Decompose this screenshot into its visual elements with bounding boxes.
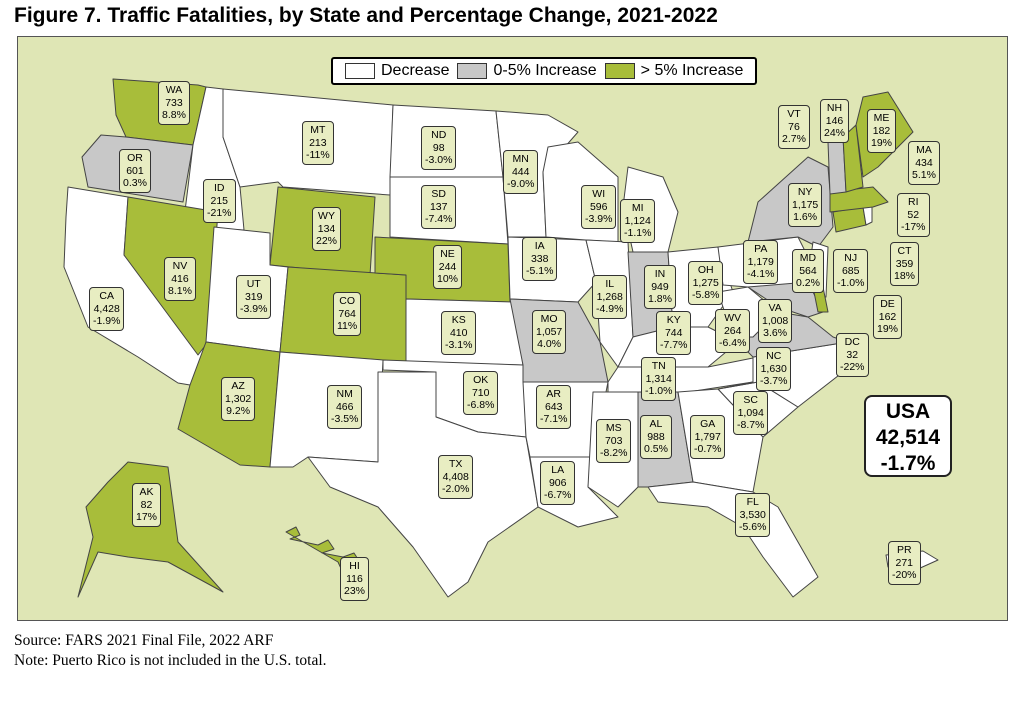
state-label-ma: MA 434 5.1% xyxy=(908,141,940,185)
state-label-ms: MS 703 -8.2% xyxy=(596,419,632,463)
legend-item-decrease: Decrease xyxy=(341,62,449,80)
state-label-ca: CA 4,428 -1.9% xyxy=(89,287,125,331)
legend-label-decrease: Decrease xyxy=(381,62,450,79)
state-label-ak: AK 82 17% xyxy=(132,483,162,527)
state-label-ky: KY 744 -7.7% xyxy=(656,311,692,355)
state-label-me: ME 182 19% xyxy=(867,109,897,153)
state-shape-fl xyxy=(647,481,819,598)
state-label-hi: HI 116 23% xyxy=(340,557,370,601)
decrease-swatch xyxy=(345,63,375,79)
legend-label-small-increase: 0-5% Increase xyxy=(493,62,597,79)
state-label-nh: NH 146 24% xyxy=(820,99,850,143)
state-label-md: MD 564 0.2% xyxy=(792,249,824,293)
state-label-fl: FL 3,530 -5.6% xyxy=(735,493,771,537)
state-label-de: DE 162 19% xyxy=(873,295,903,339)
state-label-nd: ND 98 -3.0% xyxy=(421,126,457,170)
state-label-or: OR 601 0.3% xyxy=(119,149,151,193)
usa-total-change: -1.7% xyxy=(880,452,936,475)
state-label-tn: TN 1,314 -1.0% xyxy=(641,357,677,401)
state-label-tx: TX 4,408 -2.0% xyxy=(438,455,474,499)
state-label-az: AZ 1,302 9.2% xyxy=(221,377,256,421)
figure-title: Figure 7. Traffic Fatalities, by State a… xyxy=(14,4,718,27)
state-label-id: ID 215 -21% xyxy=(203,179,236,223)
state-shape-ma xyxy=(829,186,889,213)
legend-label-large-increase: > 5% Increase xyxy=(640,62,744,79)
state-label-wa: WA 733 8.8% xyxy=(158,81,190,125)
state-label-oh: OH 1,275 -5.8% xyxy=(688,261,724,305)
state-label-pa: PA 1,179 -4.1% xyxy=(743,240,779,284)
state-label-ks: KS 410 -3.1% xyxy=(441,311,477,355)
state-label-ut: UT 319 -3.9% xyxy=(236,275,272,319)
footnote: Note: Puerto Rico is not included in the… xyxy=(14,652,327,669)
map-legend: Decrease 0-5% Increase > 5% Increase xyxy=(331,57,758,85)
source-note: Source: FARS 2021 Final File, 2022 ARF xyxy=(14,632,274,649)
state-label-sc: SC 1,094 -8.7% xyxy=(733,391,769,435)
state-label-va: VA 1,008 3.6% xyxy=(758,299,793,343)
state-label-al: AL 988 0.5% xyxy=(640,415,672,459)
state-label-ny: NY 1,175 1.6% xyxy=(788,183,823,227)
state-label-pr: PR 271 -20% xyxy=(888,541,921,585)
state-label-mn: MN 444 -9.0% xyxy=(503,150,539,194)
state-label-ri: RI 52 -17% xyxy=(897,193,930,237)
legend-item-small-increase: 0-5% Increase xyxy=(453,62,597,80)
state-label-ga: GA 1,797 -0.7% xyxy=(690,415,726,459)
state-label-nv: NV 416 8.1% xyxy=(164,257,196,301)
state-label-ne: NE 244 10% xyxy=(433,245,463,289)
state-label-il: IL 1,268 -4.9% xyxy=(592,275,628,319)
state-label-la: LA 906 -6.7% xyxy=(540,461,576,505)
state-label-ok: OK 710 -6.8% xyxy=(463,371,499,415)
state-label-ct: CT 359 18% xyxy=(890,242,920,286)
usa-total-name: USA xyxy=(885,400,931,423)
state-label-vt: VT 76 2.7% xyxy=(778,105,810,149)
state-label-nm: NM 466 -3.5% xyxy=(327,385,363,429)
state-shape-tx xyxy=(307,371,539,598)
map-frame: Decrease 0-5% Increase > 5% Increase WA 7… xyxy=(17,36,1008,621)
large-increase-swatch xyxy=(604,63,635,79)
state-label-nc: NC 1,630 -3.7% xyxy=(756,347,792,391)
usa-total-box: USA 42,514 -1.7% xyxy=(864,395,952,477)
state-label-wy: WY 134 22% xyxy=(312,207,342,251)
us-map xyxy=(63,78,939,598)
state-shape-ak xyxy=(77,461,224,598)
state-label-mo: MO 1,057 4.0% xyxy=(532,310,567,354)
state-label-mi: MI 1,124 -1.1% xyxy=(620,199,656,243)
state-label-wv: WV 264 -6.4% xyxy=(715,309,751,353)
state-label-mt: MT 213 -11% xyxy=(302,121,334,165)
state-label-nj: NJ 685 -1.0% xyxy=(833,249,869,293)
state-label-ia: IA 338 -5.1% xyxy=(522,237,558,281)
state-label-dc: DC 32 -22% xyxy=(836,333,869,377)
state-label-wi: WI 596 -3.9% xyxy=(581,185,617,229)
state-label-ar: AR 643 -7.1% xyxy=(536,385,572,429)
legend-item-large-increase: > 5% Increase xyxy=(601,62,744,80)
usa-total-fatalities: 42,514 xyxy=(875,426,941,449)
state-label-sd: SD 137 -7.4% xyxy=(421,185,457,229)
state-shape-nh xyxy=(842,124,864,193)
state-label-co: CO 764 11% xyxy=(333,292,362,336)
small-increase-swatch xyxy=(457,63,488,79)
state-label-in: IN 949 1.8% xyxy=(644,265,676,309)
